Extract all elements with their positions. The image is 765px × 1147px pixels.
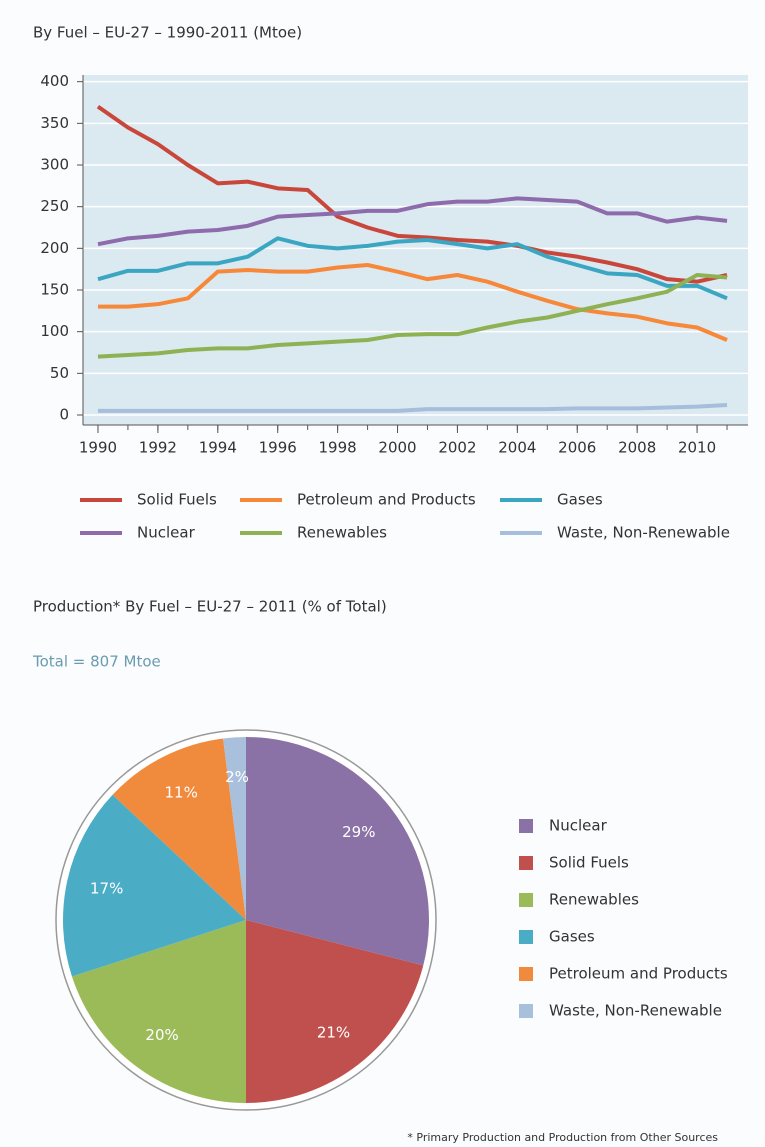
legend-label: Nuclear: [549, 817, 608, 835]
y-tick-label: 0: [59, 406, 69, 424]
legend-swatch: [519, 967, 533, 981]
pie-slice: [112, 738, 246, 920]
y-tick-label: 400: [40, 72, 69, 90]
slice-label: 29%: [342, 823, 375, 841]
x-tick-label: 2000: [378, 439, 416, 457]
legend-swatch: [519, 930, 533, 944]
legend-label: Gases: [557, 491, 603, 509]
pie-title: Production* By Fuel – EU-27 – 2011 (% of…: [33, 598, 387, 616]
x-tick-label: 1994: [199, 439, 237, 457]
y-tick-label: 200: [40, 239, 69, 257]
pie-slice: [246, 920, 424, 1103]
legend-label: Petroleum and Products: [297, 491, 476, 509]
legend-label: Renewables: [549, 891, 639, 909]
x-tick-label: 1990: [79, 439, 117, 457]
legend-label: Gases: [549, 928, 595, 946]
legend-label: Waste, Non-Renewable: [557, 524, 730, 542]
line-title: By Fuel – EU-27 – 1990-2011 (Mtoe): [33, 24, 302, 42]
y-tick-label: 50: [50, 364, 69, 382]
pie-slice: [71, 920, 246, 1103]
pie-slice: [63, 794, 247, 977]
legend-swatch: [519, 819, 533, 833]
slice-label: 11%: [165, 783, 198, 801]
legend-swatch: [519, 1004, 533, 1018]
y-tick-label: 250: [40, 197, 69, 215]
legend-label: Solid Fuels: [137, 491, 217, 509]
x-tick-label: 2002: [438, 439, 476, 457]
y-tick-label: 150: [40, 281, 69, 299]
legend-label: Waste, Non-Renewable: [549, 1002, 722, 1020]
series-line: [97, 403, 728, 413]
legend-label: Nuclear: [137, 524, 196, 542]
series-line: [97, 273, 728, 359]
pie-slice: [223, 737, 246, 920]
slice-label: 21%: [317, 1023, 350, 1041]
series-line: [97, 196, 728, 247]
legend-label: Renewables: [297, 524, 387, 542]
x-tick-label: 2010: [678, 439, 716, 457]
y-tick-label: 100: [40, 322, 69, 340]
x-tick-label: 1998: [319, 439, 357, 457]
x-tick-label: 2004: [498, 439, 536, 457]
y-tick-label: 300: [40, 156, 69, 174]
series-line: [97, 236, 728, 301]
legend-swatch: [519, 893, 533, 907]
series-line: [96, 105, 728, 284]
x-tick-label: 2006: [558, 439, 596, 457]
slice-label: 17%: [90, 879, 123, 897]
slice-label: 20%: [145, 1026, 178, 1044]
plot-area: [83, 75, 748, 425]
legend-label: Solid Fuels: [549, 854, 629, 872]
pie-slice: [246, 737, 429, 966]
legend-label: Petroleum and Products: [549, 965, 728, 983]
x-tick-label: 1992: [139, 439, 177, 457]
x-tick-label: 1996: [259, 439, 297, 457]
x-tick-label: 2008: [618, 439, 656, 457]
footnote: * Primary Production and Production from…: [407, 1131, 718, 1144]
pie-subtitle: Total = 807 Mtoe: [32, 653, 161, 671]
slice-label: 2%: [225, 768, 249, 786]
y-tick-label: 350: [40, 114, 69, 132]
series-line: [97, 263, 728, 342]
legend-swatch: [519, 856, 533, 870]
